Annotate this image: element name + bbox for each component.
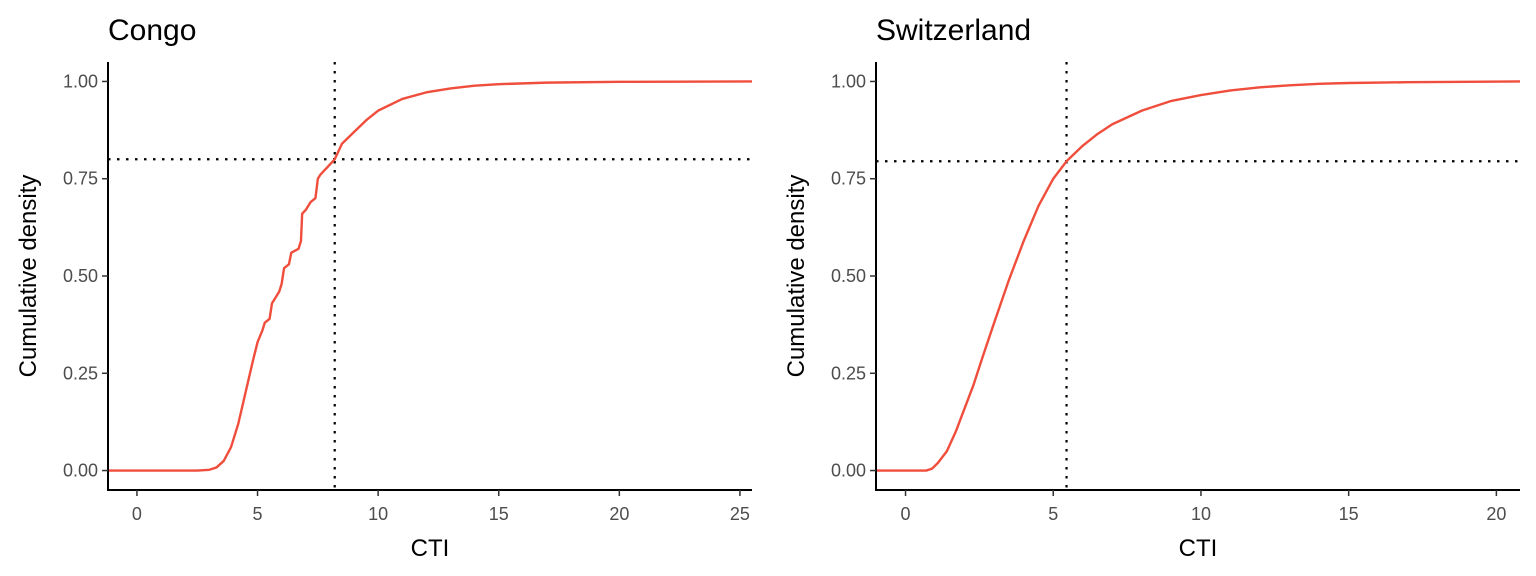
x-tick-label: 15 [489,504,509,524]
y-tick-label: 0.50 [63,266,98,286]
x-tick-label: 5 [253,504,263,524]
x-tick-label: 10 [368,504,388,524]
x-tick-label: 10 [1191,504,1211,524]
y-tick-label: 1.00 [63,71,98,91]
y-tick-label: 1.00 [831,71,866,91]
panel-congo: Congo Cumulative density CTI 0.00 0.25 0.5… [15,14,753,562]
y-tick-label: 0.00 [63,461,98,481]
x-tick-label: 25 [730,504,750,524]
panel-switzerland: Switzerland Cumulative density CTI 0.000… [783,14,1521,562]
y-tick-label: 0.75 [831,169,866,189]
plot-area: 0.00 0.25 0.50 0.75 1.00 0 5 10 15 20 [831,62,1521,524]
ecdf-series-line [876,80,1521,472]
x-tick-label: 20 [609,504,629,524]
panel-title: Switzerland [876,14,1031,47]
x-tick-label: 5 [1048,504,1058,524]
x-axis-title: CTI [411,535,450,562]
y-axis-title: Cumulative density [15,175,42,378]
x-tick-label: 20 [1486,504,1506,524]
y-tick-label: 0.50 [831,266,866,286]
y-tick-label: 0.00 [831,461,866,481]
y-tick-label: 0.25 [831,363,866,383]
y-tick-label: 0.25 [63,363,98,383]
y-axis-title: Cumulative density [783,175,810,378]
x-tick-label: 0 [132,504,142,524]
x-axis-title: CTI [1179,535,1218,562]
y-tick-label: 0.75 [63,169,98,189]
x-tick-label: 15 [1339,504,1359,524]
panel-title: Congo [108,14,196,47]
ecdf-series-line [108,80,753,472]
x-tick-label: 0 [901,504,911,524]
plot-area: 0.00 0.25 0.50 0.75 1.00 0 5 10 15 20 25 [63,62,753,524]
